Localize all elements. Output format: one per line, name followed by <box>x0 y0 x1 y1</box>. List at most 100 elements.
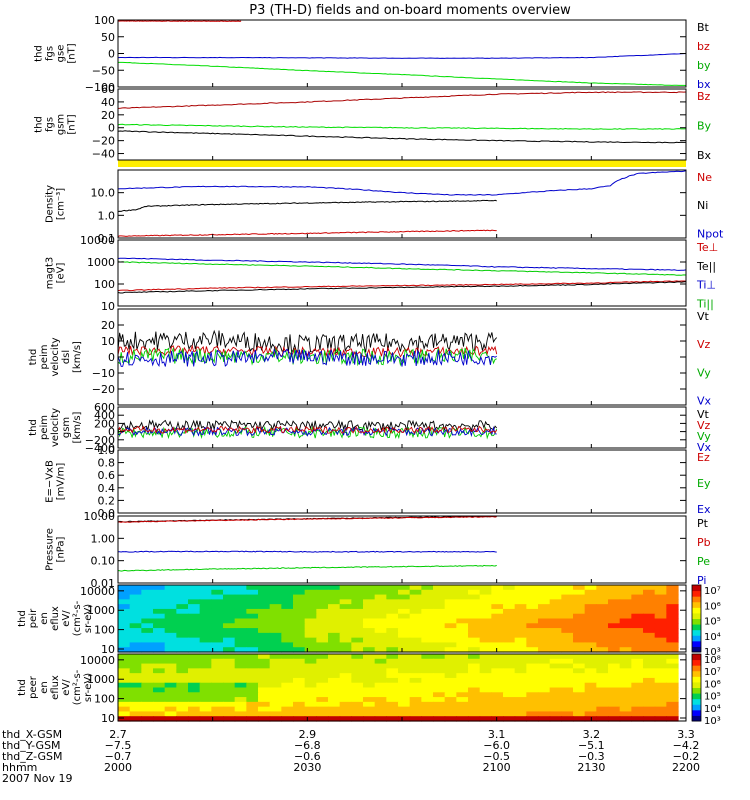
spectrogram-cell <box>153 658 166 665</box>
spectrogram-cell <box>643 637 656 644</box>
spectrogram-cell <box>666 632 679 639</box>
x-tick-label: 2130 <box>577 761 605 774</box>
spectrogram-cell <box>619 716 632 722</box>
spectrogram-cell <box>129 682 142 689</box>
spectrogram-cell <box>654 599 667 605</box>
spectrogram-cell <box>339 673 352 679</box>
spectrogram-cell <box>654 642 667 648</box>
y-axis-label: Density <box>45 185 56 223</box>
spectrogram-cell <box>316 642 329 648</box>
spectrogram-cell <box>246 642 259 648</box>
spectrogram-cell <box>363 697 376 703</box>
spectrogram-cell <box>223 594 236 600</box>
spectrogram-cell <box>468 697 481 703</box>
spectrogram-cell <box>316 604 329 610</box>
spectrogram-cell <box>444 637 457 644</box>
spectrogram-cell <box>293 668 306 674</box>
y-axis-label: eflux <box>50 606 61 631</box>
spectrogram-cell <box>199 585 212 591</box>
spectrogram-cell <box>164 618 177 624</box>
legend-entry: Bz <box>697 90 711 103</box>
spectrogram-cell <box>409 654 422 660</box>
colorbar-segment <box>692 665 701 672</box>
spectrogram-cell <box>234 677 247 684</box>
spectrogram-cell <box>526 594 539 600</box>
spectrogram-cell <box>363 623 376 629</box>
legend-entry: Ti⊥ <box>696 279 716 292</box>
spectrogram-cell <box>561 663 574 669</box>
spectrogram-cell <box>549 613 562 620</box>
series-Bz <box>117 91 687 109</box>
spectrogram-cell <box>596 613 609 620</box>
series-Te⊥ <box>117 280 687 292</box>
series-by <box>118 61 687 86</box>
spectrogram-cell <box>153 623 166 629</box>
spectrogram-cell <box>118 687 131 693</box>
spectrogram-cell <box>631 687 644 693</box>
spectrogram-cell <box>398 618 411 624</box>
spectrogram-cell <box>526 706 539 713</box>
spectrogram-cell <box>129 687 142 693</box>
spectrogram-cell <box>141 599 154 605</box>
spectrogram-cell <box>654 608 667 615</box>
spectrogram-cell <box>654 663 667 669</box>
spectrogram-cell <box>153 701 166 708</box>
spectrogram-cell <box>188 632 201 639</box>
spectrogram-cell <box>409 682 422 689</box>
spectrogram-cell <box>409 716 422 722</box>
spectrogram-cell <box>129 658 142 665</box>
spectrogram-cell <box>526 692 539 698</box>
spectrogram-cell <box>374 632 387 639</box>
spectrogram-cell <box>538 642 551 648</box>
y-tick-label: 1.00 <box>91 532 116 545</box>
spectrogram-cell <box>631 642 644 648</box>
spectrogram-cell <box>444 623 457 629</box>
spectrogram-cell <box>456 608 469 615</box>
spectrogram-cell <box>503 608 516 615</box>
spectrogram-cell <box>188 663 201 669</box>
date-label: 2007 Nov 19 <box>2 772 72 785</box>
spectrogram-cell <box>409 658 422 665</box>
spectrogram-cell <box>293 589 306 596</box>
spectrogram-cell <box>491 632 504 639</box>
spectrogram-cell <box>433 589 446 596</box>
panel-frame <box>117 88 687 161</box>
spectrogram-cell <box>328 618 341 624</box>
spectrogram-cell <box>386 654 399 660</box>
spectrogram-cell <box>351 701 364 708</box>
spectrogram-cell <box>631 599 644 605</box>
spectrogram-cell <box>526 628 539 634</box>
spectrogram-cell <box>141 687 154 693</box>
spectrogram-cell <box>596 637 609 644</box>
spectrogram-cell <box>398 647 411 653</box>
spectrogram-cell <box>328 668 341 674</box>
y-tick-label: 0.10 <box>91 555 116 568</box>
legend-entry: Vy <box>697 430 711 443</box>
spectrogram-cell <box>293 711 306 717</box>
spectrogram-cell <box>281 687 294 693</box>
spectrogram-cell <box>666 647 679 653</box>
colorbar-segment <box>692 646 701 653</box>
spectrogram-cell <box>421 706 434 713</box>
spectrogram-cell <box>188 618 201 624</box>
spectrogram-cell <box>141 647 154 653</box>
spectrogram-cell <box>666 697 679 703</box>
spectrogram-cell <box>491 608 504 615</box>
spectrogram-cell <box>491 594 504 600</box>
spectrogram-cell <box>491 613 504 620</box>
spectrogram-cell <box>269 701 282 708</box>
spectrogram-cell <box>246 658 259 665</box>
spectrogram-cell <box>409 642 422 648</box>
spectrogram-cell <box>643 585 656 591</box>
colorbar-frame <box>691 584 702 653</box>
y-tick-label: −20 <box>92 383 115 396</box>
y-tick-label: 40 <box>101 96 115 109</box>
spectrogram-cell <box>246 589 259 596</box>
spectrogram-cell <box>538 673 551 679</box>
spectrogram-cell <box>304 604 317 610</box>
spectrogram-cell <box>246 692 259 698</box>
spectrogram-cell <box>363 663 376 669</box>
spectrogram-cell <box>433 647 446 653</box>
spectrogram-cell <box>129 697 142 703</box>
y-axis-label: en <box>39 681 50 694</box>
